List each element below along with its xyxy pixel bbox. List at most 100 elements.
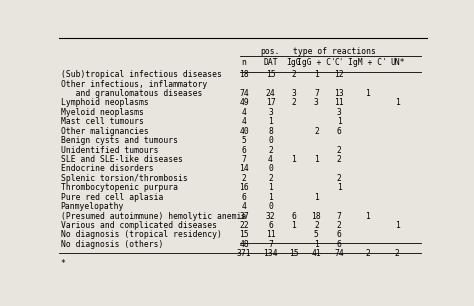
Text: 2: 2	[337, 155, 342, 164]
Text: 5: 5	[314, 230, 319, 239]
Text: 2: 2	[268, 146, 273, 155]
Text: 12: 12	[334, 70, 344, 79]
Text: 32: 32	[265, 211, 275, 221]
Text: IgG: IgG	[286, 58, 301, 67]
Text: 1: 1	[268, 183, 273, 192]
Text: 1: 1	[291, 155, 296, 164]
Text: 1: 1	[365, 89, 370, 98]
Text: Mast cell tumours: Mast cell tumours	[61, 117, 144, 126]
Text: 6: 6	[291, 211, 296, 221]
Text: 3: 3	[268, 108, 273, 117]
Text: 1: 1	[314, 240, 319, 249]
Text: No diagnosis (others): No diagnosis (others)	[61, 240, 163, 249]
Text: Pure red cell aplasia: Pure red cell aplasia	[61, 193, 163, 202]
Text: 40: 40	[239, 127, 249, 136]
Text: 1: 1	[314, 155, 319, 164]
Text: 22: 22	[239, 221, 249, 230]
Text: 371: 371	[237, 249, 251, 258]
Text: 4: 4	[242, 108, 246, 117]
Text: Lymphoid neoplasms: Lymphoid neoplasms	[61, 99, 148, 107]
Text: 7: 7	[268, 240, 273, 249]
Text: 5: 5	[242, 136, 246, 145]
Text: 16: 16	[239, 183, 249, 192]
Text: 4: 4	[242, 202, 246, 211]
Text: 18: 18	[239, 70, 249, 79]
Text: and granulomatous diseases: and granulomatous diseases	[61, 89, 202, 98]
Text: (Presumed autoimmune) hemolytic anemia: (Presumed autoimmune) hemolytic anemia	[61, 211, 246, 221]
Text: C': C'	[334, 58, 344, 67]
Text: 6: 6	[242, 193, 246, 202]
Text: 0: 0	[268, 164, 273, 174]
Text: 1: 1	[314, 70, 319, 79]
Text: 134: 134	[263, 249, 278, 258]
Text: n: n	[242, 58, 246, 67]
Text: 2: 2	[337, 146, 342, 155]
Text: 2: 2	[314, 127, 319, 136]
Text: 6: 6	[268, 221, 273, 230]
Text: 74: 74	[334, 249, 344, 258]
Text: (Sub)tropical infectious diseases: (Sub)tropical infectious diseases	[61, 70, 221, 79]
Text: 7: 7	[314, 89, 319, 98]
Text: 7: 7	[242, 155, 246, 164]
Text: 15: 15	[239, 230, 249, 239]
Text: Unidentified tumours: Unidentified tumours	[61, 146, 158, 155]
Text: 14: 14	[239, 164, 249, 174]
Text: 1: 1	[365, 211, 370, 221]
Text: 3: 3	[337, 108, 342, 117]
Text: 41: 41	[311, 249, 321, 258]
Text: 18: 18	[311, 211, 321, 221]
Text: 6: 6	[242, 146, 246, 155]
Text: 24: 24	[265, 89, 275, 98]
Text: 6: 6	[337, 240, 342, 249]
Text: 15: 15	[265, 70, 275, 79]
Text: 6: 6	[337, 230, 342, 239]
Text: 3: 3	[314, 99, 319, 107]
Text: 11: 11	[334, 99, 344, 107]
Text: *: *	[61, 259, 65, 268]
Text: 2: 2	[337, 174, 342, 183]
Text: IgG + C': IgG + C'	[297, 58, 336, 67]
Text: SLE and SLE-like diseases: SLE and SLE-like diseases	[61, 155, 182, 164]
Text: 1: 1	[314, 193, 319, 202]
Text: 8: 8	[268, 127, 273, 136]
Text: Myeloid neoplasms: Myeloid neoplasms	[61, 108, 144, 117]
Text: Benign cysts and tumours: Benign cysts and tumours	[61, 136, 178, 145]
Text: 2: 2	[291, 70, 296, 79]
Text: 11: 11	[265, 230, 275, 239]
Text: 2: 2	[337, 221, 342, 230]
Text: 0: 0	[268, 202, 273, 211]
Text: Splenic torsion/thrombosis: Splenic torsion/thrombosis	[61, 174, 188, 183]
Text: 48: 48	[239, 240, 249, 249]
Text: 1: 1	[337, 183, 342, 192]
Text: 2: 2	[242, 174, 246, 183]
Text: Panmyelopathy: Panmyelopathy	[61, 202, 124, 211]
Text: 2: 2	[395, 249, 400, 258]
Text: 1: 1	[268, 193, 273, 202]
Text: 49: 49	[239, 99, 249, 107]
Text: DAT: DAT	[263, 58, 278, 67]
Text: IgM + C': IgM + C'	[348, 58, 387, 67]
Text: Thrombocytopenic purpura: Thrombocytopenic purpura	[61, 183, 178, 192]
Text: 1: 1	[337, 117, 342, 126]
Text: 4: 4	[268, 155, 273, 164]
Text: 1: 1	[395, 221, 400, 230]
Text: No diagnosis (tropical residency): No diagnosis (tropical residency)	[61, 230, 221, 239]
Text: 2: 2	[291, 99, 296, 107]
Text: UN*: UN*	[390, 58, 404, 67]
Text: Other malignancies: Other malignancies	[61, 127, 148, 136]
Text: 7: 7	[337, 211, 342, 221]
Text: 37: 37	[239, 211, 249, 221]
Text: 0: 0	[268, 136, 273, 145]
Text: 13: 13	[334, 89, 344, 98]
Text: pos.: pos.	[261, 47, 280, 56]
Text: 2: 2	[365, 249, 370, 258]
Text: 15: 15	[289, 249, 299, 258]
Text: 6: 6	[337, 127, 342, 136]
Text: Endocrine disorders: Endocrine disorders	[61, 164, 154, 174]
Text: 1: 1	[291, 221, 296, 230]
Text: 74: 74	[239, 89, 249, 98]
Text: 2: 2	[268, 174, 273, 183]
Text: 1: 1	[268, 117, 273, 126]
Text: 1: 1	[395, 99, 400, 107]
Text: 3: 3	[291, 89, 296, 98]
